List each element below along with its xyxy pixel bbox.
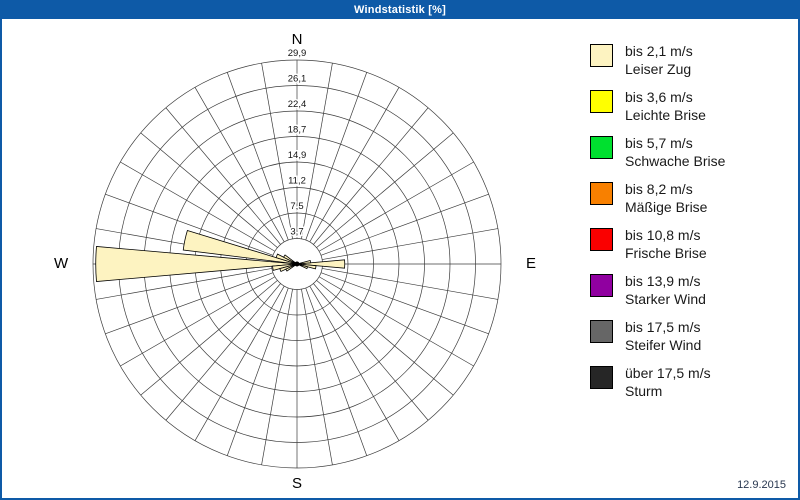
legend-range: bis 2,1 m/s bbox=[625, 43, 693, 59]
ring-tick-label: 7,5 bbox=[290, 201, 303, 212]
ring-tick-label: 29,9 bbox=[288, 48, 307, 59]
legend-range: bis 13,9 m/s bbox=[625, 273, 701, 289]
grid-spoke bbox=[313, 283, 429, 421]
ring-tick-label: 3,7 bbox=[290, 227, 303, 238]
wind-rose-wedge bbox=[285, 263, 298, 272]
grid-spoke bbox=[316, 132, 454, 248]
grid-spoke bbox=[105, 193, 274, 256]
compass-label-south: S bbox=[291, 475, 303, 492]
grid-spoke bbox=[309, 285, 400, 441]
legend-range: bis 5,7 m/s bbox=[625, 135, 693, 151]
grid-spoke bbox=[96, 268, 272, 300]
grid-spoke bbox=[318, 161, 474, 252]
ring-tick-label: 22,4 bbox=[288, 99, 307, 110]
legend-item: bis 13,9 m/s Starker Wind bbox=[590, 272, 725, 308]
ring-tick-label: 11,2 bbox=[288, 176, 306, 187]
grid-spoke bbox=[226, 287, 289, 456]
grid-spoke bbox=[105, 272, 274, 335]
grid-spoke bbox=[194, 87, 285, 243]
wind-rose-wedge bbox=[296, 263, 309, 270]
legend-name: Sturm bbox=[625, 383, 663, 399]
center-marker bbox=[294, 261, 300, 267]
grid-spoke bbox=[305, 72, 368, 241]
wind-rose-wedge bbox=[283, 254, 298, 265]
ring-tick-label: 26,1 bbox=[288, 74, 307, 85]
grid-spoke bbox=[140, 280, 278, 396]
legend-name: Leiser Zug bbox=[625, 61, 692, 77]
grid-spoke bbox=[316, 280, 454, 396]
legend-item: bis 8,2 m/s Mäßige Brise bbox=[590, 180, 725, 216]
legend-item: bis 3,6 m/s Leichte Brise bbox=[590, 88, 725, 124]
legend-range: bis 3,6 m/s bbox=[625, 89, 693, 105]
grid-spoke bbox=[165, 283, 281, 421]
legend-range: bis 10,8 m/s bbox=[625, 227, 701, 243]
legend-name: Leichte Brise bbox=[625, 107, 706, 123]
legend-range: bis 8,2 m/s bbox=[625, 181, 693, 197]
grid-spoke bbox=[322, 268, 498, 300]
legend-range: bis 17,5 m/s bbox=[625, 319, 701, 335]
legend-swatch bbox=[590, 182, 613, 205]
legend-item: bis 5,7 m/s Schwache Brise bbox=[590, 134, 725, 170]
grid-spoke bbox=[194, 285, 285, 441]
date-label: 12.9.2015 bbox=[737, 479, 786, 491]
legend: bis 2,1 m/s Leiser Zug bis 3,6 m/s Leich… bbox=[590, 42, 725, 410]
wind-rose-wedge bbox=[95, 246, 298, 282]
compass-label-west: W bbox=[54, 255, 69, 272]
grid-spoke bbox=[261, 289, 293, 465]
legend-name: Starker Wind bbox=[625, 291, 706, 307]
grid-spoke bbox=[120, 276, 276, 367]
grid-spoke bbox=[301, 289, 333, 465]
legend-name: Frische Brise bbox=[625, 245, 707, 261]
grid-spoke bbox=[165, 107, 281, 245]
wind-rose-wedge bbox=[182, 229, 298, 265]
wind-rose-wedge bbox=[296, 259, 346, 269]
legend-name: Steifer Wind bbox=[625, 337, 702, 353]
grid-spoke bbox=[318, 276, 474, 367]
grid-spoke bbox=[140, 132, 278, 248]
grid-spoke bbox=[226, 72, 289, 241]
legend-swatch bbox=[590, 274, 613, 297]
legend-swatch bbox=[590, 366, 613, 389]
legend-item: bis 2,1 m/s Leiser Zug bbox=[590, 42, 725, 78]
legend-item: bis 17,5 m/s Steifer Wind bbox=[590, 318, 725, 354]
legend-name: Schwache Brise bbox=[625, 153, 726, 169]
compass-label-east: E bbox=[526, 255, 537, 272]
legend-item: bis 10,8 m/s Frische Brise bbox=[590, 226, 725, 262]
grid-spoke bbox=[313, 107, 429, 245]
grid-spoke bbox=[309, 87, 400, 243]
legend-item: über 17,5 m/s Sturm bbox=[590, 364, 725, 400]
legend-name: Mäßige Brise bbox=[625, 199, 708, 215]
ring-tick-label: 14,9 bbox=[288, 150, 307, 161]
grid-spoke bbox=[261, 63, 293, 239]
legend-swatch bbox=[590, 90, 613, 113]
legend-swatch bbox=[590, 136, 613, 159]
page-title: Windstatistik [%] bbox=[354, 4, 446, 16]
compass-label-north: N bbox=[291, 31, 303, 48]
title-bar: Windstatistik [%] bbox=[2, 2, 798, 19]
grid-spoke bbox=[120, 161, 276, 252]
ring-tick-label: 18,7 bbox=[288, 125, 307, 136]
grid-spoke bbox=[320, 193, 489, 256]
legend-swatch bbox=[590, 44, 613, 67]
legend-swatch bbox=[590, 228, 613, 251]
grid-spoke bbox=[305, 287, 368, 456]
grid-spoke bbox=[301, 63, 333, 239]
legend-range: über 17,5 m/s bbox=[625, 365, 711, 381]
grid-spoke bbox=[320, 272, 489, 335]
grid-spoke bbox=[322, 228, 498, 260]
wind-rose-wedge bbox=[296, 259, 312, 265]
legend-swatch bbox=[590, 320, 613, 343]
